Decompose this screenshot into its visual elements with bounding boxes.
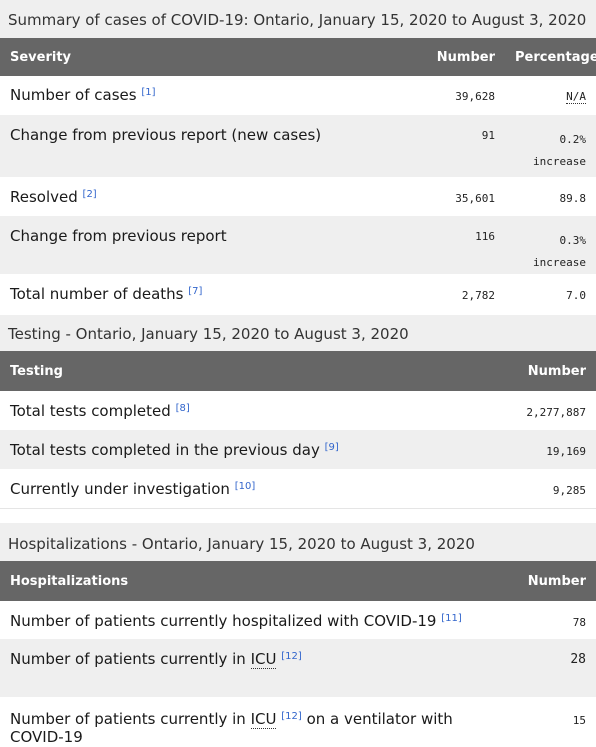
icu-abbr[interactable]: ICU — [250, 710, 277, 729]
testing-header-row: Testing Number — [0, 351, 596, 391]
section-divider — [0, 508, 596, 523]
row-label: Number of patients currently in ICU [12] — [0, 639, 500, 697]
row-number: 39,628 — [455, 90, 495, 103]
row-label: Total number of deaths [7] — [10, 285, 203, 303]
row-label: Resolved [2] — [10, 188, 97, 206]
row-number: 91 — [420, 115, 505, 177]
cases-table: Severity Number Percentage Number of cas… — [0, 38, 596, 315]
cases-header-row: Severity Number Percentage — [0, 38, 596, 76]
row-label: Number of patients currently hospitalize… — [10, 612, 462, 630]
percentage-header: Percentage — [505, 38, 596, 76]
ref-link[interactable]: [12] — [281, 651, 302, 662]
row-label: Change from previous report (new cases) — [0, 115, 420, 177]
testing-caption: Testing - Ontario, January 15, 2020 to A… — [0, 315, 596, 351]
row-percentage: N/A — [505, 76, 596, 115]
row-number: 78 — [572, 616, 586, 629]
row-number: 15 — [572, 714, 586, 727]
table-row: Currently under investigation [10] 9,285 — [0, 469, 596, 508]
ref-link[interactable]: [7] — [188, 286, 203, 297]
table-row: Total number of deaths [7] 2,782 7.0 — [0, 274, 596, 315]
table-row: Total tests completed [8] 2,277,887 — [0, 391, 596, 430]
severity-header: Severity — [0, 38, 420, 76]
hospitalizations-header-row: Hospitalizations Number — [0, 561, 596, 601]
ref-link[interactable]: [1] — [141, 87, 156, 98]
table-row: Number of cases [1] 39,628 N/A — [0, 76, 596, 115]
row-number: 19,169 — [480, 430, 596, 469]
hospitalizations-caption: Hospitalizations - Ontario, January 15, … — [0, 523, 596, 561]
row-label: Number of cases [1] — [10, 86, 156, 104]
ref-link[interactable]: [12] — [281, 711, 302, 722]
row-number: 2,782 — [461, 289, 495, 302]
table-row: Number of patients currently in ICU [12]… — [0, 697, 596, 746]
table-row: Number of patients currently in ICU [12]… — [0, 639, 596, 697]
row-label: Change from previous report — [0, 216, 420, 274]
testing-header: Testing — [0, 351, 480, 391]
number-header: Number — [420, 38, 505, 76]
row-number: 116 — [420, 216, 505, 274]
table-row: Change from previous report (new cases) … — [0, 115, 596, 177]
row-number: 35,601 — [455, 192, 495, 205]
row-label: Currently under investigation [10] — [10, 480, 256, 498]
ref-link[interactable]: [2] — [82, 189, 97, 200]
row-number: 2,277,887 — [526, 406, 586, 419]
icu-abbr[interactable]: ICU — [250, 650, 277, 669]
cases-caption: Summary of cases of COVID-19: Ontario, J… — [0, 0, 596, 38]
na-abbr[interactable]: N/A — [566, 90, 586, 104]
table-row: Total tests completed in the previous da… — [0, 430, 596, 469]
row-percentage: 89.8 — [559, 192, 587, 205]
number-header: Number — [500, 561, 596, 601]
row-percentage: 0.3% increase — [505, 216, 596, 274]
hospitalizations-table: Hospitalizations Number Number of patien… — [0, 561, 596, 746]
row-label: Total tests completed [8] — [10, 402, 190, 420]
row-percentage: 7.0 — [566, 289, 586, 302]
row-number: 9,285 — [552, 484, 586, 497]
table-row: Number of patients currently hospitalize… — [0, 601, 596, 639]
ref-link[interactable]: [8] — [175, 403, 190, 414]
row-label: Number of patients currently in ICU [12]… — [10, 710, 453, 746]
ref-link[interactable]: [10] — [234, 481, 256, 492]
hospitalizations-header: Hospitalizations — [0, 561, 500, 601]
number-header: Number — [480, 351, 596, 391]
table-row: Change from previous report 116 0.3% incr… — [0, 216, 596, 274]
table-row: Resolved [2] 35,601 89.8 — [0, 177, 596, 216]
ref-link[interactable]: [9] — [324, 442, 339, 453]
ref-link[interactable]: [11] — [441, 613, 462, 624]
row-percentage: 0.2% increase — [505, 115, 596, 177]
testing-table: Testing Number Total tests completed [8]… — [0, 351, 596, 508]
row-label: Total tests completed in the previous da… — [0, 430, 480, 469]
row-number: 28 — [500, 639, 596, 697]
